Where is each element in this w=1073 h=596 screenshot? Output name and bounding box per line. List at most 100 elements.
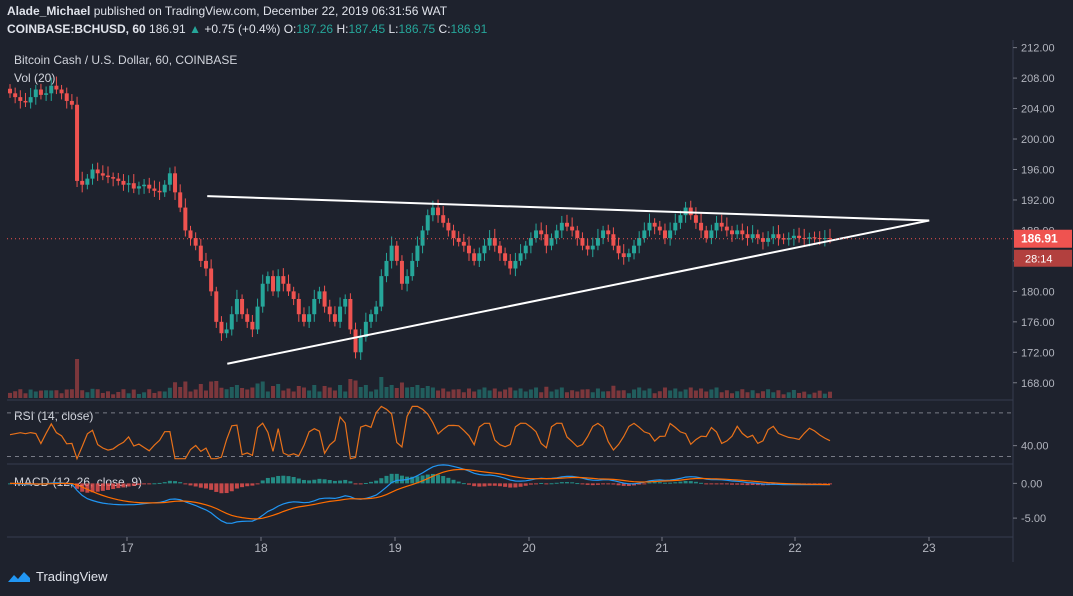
macd-histogram-bar (497, 483, 502, 487)
volume-bar (709, 389, 714, 398)
macd-histogram-bar (384, 475, 389, 484)
macd-histogram-bar (369, 481, 374, 484)
macd-histogram-bar (730, 483, 735, 485)
volume-bar (601, 391, 606, 398)
volume-bar (503, 389, 508, 398)
volume-bar (147, 389, 152, 398)
candle-body (791, 235, 796, 239)
volume-bar (606, 391, 611, 398)
candle-body (415, 245, 420, 261)
volume-bar (570, 390, 575, 398)
volume-bar (554, 389, 559, 398)
price-tick-label: 212.00 (1021, 43, 1055, 55)
candle-body (100, 173, 105, 176)
volume-bar (513, 390, 518, 398)
candle-body (157, 190, 162, 193)
volume-bar (8, 392, 12, 398)
macd-histogram-bar (430, 473, 435, 484)
macd-histogram-bar (85, 483, 90, 493)
candle-body (446, 222, 451, 231)
candle-body (209, 268, 214, 292)
time-tick-label: 22 (788, 541, 802, 555)
volume-bar (260, 381, 265, 398)
candle-body (652, 222, 657, 227)
candle-body (616, 245, 621, 254)
volume-bar (766, 389, 771, 398)
volume-bar (497, 391, 502, 398)
volume-bar (472, 391, 477, 398)
macd-histogram-bar (374, 480, 379, 484)
volume-bar (369, 391, 374, 398)
macd-histogram-bar (121, 483, 126, 488)
macd-histogram-bar (327, 480, 332, 484)
candle-body (822, 238, 827, 240)
volume-bar (394, 388, 399, 398)
macd-histogram-bar (487, 483, 492, 486)
candle-body (528, 238, 533, 246)
volume-bar (353, 380, 358, 398)
candle-body (90, 169, 95, 179)
volume-bar (786, 392, 791, 398)
candle-body (745, 234, 750, 239)
volume-bar (781, 394, 786, 398)
time-tick-label: 17 (120, 541, 134, 555)
volume-bar (209, 381, 214, 398)
candle-body (147, 184, 152, 189)
volume-bar (699, 388, 704, 398)
macd-histogram-bar (379, 478, 384, 484)
rsi-tick-label: 40.00 (1021, 441, 1049, 453)
open-value: 187.26 (296, 22, 334, 36)
candle-body (384, 260, 389, 277)
macd-histogram-bar (678, 481, 683, 484)
volume-bar (693, 390, 698, 398)
macd-tick-label: -5.00 (1021, 513, 1046, 525)
candle-body (183, 207, 188, 231)
volume-bar (750, 390, 755, 398)
macd-histogram-bar (301, 479, 306, 484)
volume-bar (755, 393, 760, 398)
macd-histogram-bar (657, 482, 662, 484)
volume-bar (291, 391, 296, 398)
volume-bar (126, 393, 131, 398)
candle-body (152, 188, 157, 191)
macd-histogram-bar (90, 483, 95, 493)
volume-bar (219, 387, 224, 398)
macd-histogram-bar (410, 476, 415, 484)
candle-body (466, 245, 471, 254)
candle-body (399, 260, 404, 284)
macd-histogram-bar (389, 473, 394, 484)
volume-bar (724, 390, 729, 398)
macd-histogram-bar (735, 483, 740, 485)
candle-body (657, 226, 662, 231)
volume-bar (198, 384, 203, 398)
volume-bar (637, 387, 642, 398)
volume-bar (451, 389, 456, 398)
candle-body (828, 238, 832, 240)
candle-body (642, 230, 647, 239)
candle-body (85, 178, 90, 185)
volume-bar (466, 388, 471, 398)
volume-bar (791, 389, 796, 398)
tradingview-logo[interactable]: TradingView (7, 569, 108, 584)
candle-body (425, 215, 430, 231)
macd-tick-label: 0.00 (1021, 478, 1042, 490)
last-price: 186.91 (149, 22, 186, 36)
macd-histogram-bar (240, 483, 245, 488)
macd-histogram-bar (662, 482, 667, 484)
volume-bar (379, 377, 384, 398)
price-tick-label: 172.00 (1021, 347, 1055, 359)
candle-body (111, 177, 116, 179)
volume-bar (539, 392, 544, 398)
macd-histogram-bar (518, 483, 523, 487)
macd-histogram-bar (420, 475, 425, 484)
volume-bar (425, 386, 430, 398)
volume-bar (317, 391, 322, 398)
volume-bar (508, 387, 513, 398)
candle-body (601, 230, 606, 239)
candle-body (33, 89, 38, 98)
volume-bar (173, 382, 178, 398)
candle-body (291, 291, 296, 299)
volume-bar (760, 391, 765, 398)
candle-body (44, 93, 49, 95)
